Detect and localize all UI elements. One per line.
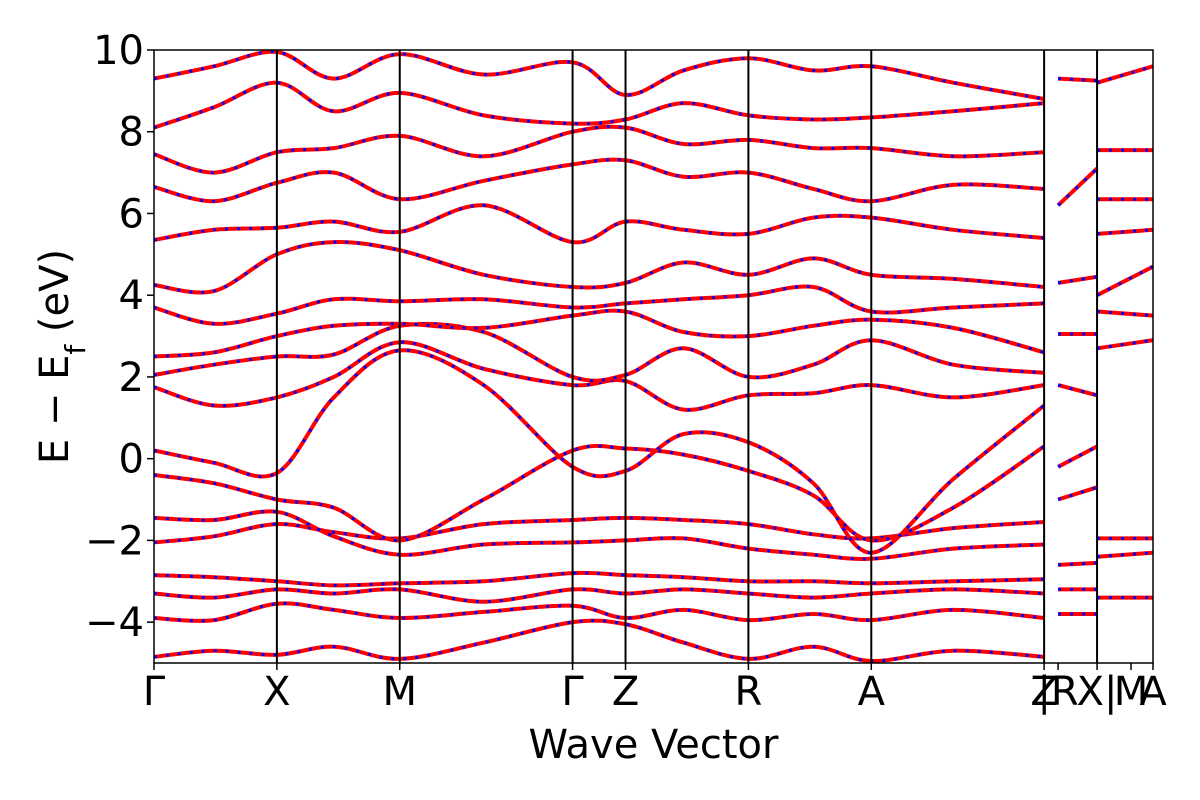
x-axis-ticks: Γ X M Γ Z R A Z|RX|MA: [143, 663, 1167, 715]
kpoint-vlines: [275, 50, 1099, 663]
band-line-27: [1057, 76, 1098, 83]
band-line-overlay-16: [154, 81, 1045, 130]
x-axis-label: Wave Vector: [529, 722, 780, 768]
x-tick-label: M: [1114, 669, 1149, 715]
y-axis-label-sub: f: [59, 344, 92, 355]
y-tick-label: −2: [85, 518, 144, 564]
band-line-32: [1096, 309, 1153, 318]
y-tick-label: 2: [119, 355, 144, 401]
y-tick-label: 0: [119, 437, 144, 483]
y-tick-label: 4: [119, 273, 144, 319]
band-line-21: [1057, 485, 1098, 502]
y-axis-label-main: E − E: [32, 355, 78, 465]
plot-frame: [153, 49, 1154, 664]
y-tick-label: 8: [119, 110, 144, 156]
band-line-overlay-26: [1057, 167, 1099, 207]
x-tick-label: X|: [1077, 669, 1118, 715]
x-tick-label: |R: [1037, 669, 1078, 715]
band-line-29: [1096, 550, 1153, 559]
y-tick-label: −4: [85, 600, 144, 646]
band-line-overlay-13: [154, 203, 1045, 244]
x-tick-label: Z: [1030, 669, 1057, 715]
band-line-overlay-22: [1057, 445, 1098, 469]
x-tick-label: Γ: [143, 669, 166, 715]
x-tick-label: M: [382, 669, 417, 715]
band-line-overlay-37: [1096, 64, 1153, 85]
bands-layer: [154, 50, 1153, 663]
band-line-1: [154, 601, 1045, 623]
band-line-11: [154, 284, 1045, 326]
y-tick-label: 6: [119, 191, 144, 237]
band-line-overlay-15: [154, 125, 1045, 175]
band-line-overlay-12: [154, 240, 1045, 294]
band-line-overlay-5: [154, 509, 1045, 561]
band-line-34: [1096, 227, 1153, 236]
x-tick-label: A: [858, 669, 886, 715]
band-line-17: [154, 50, 1045, 101]
x-tick-label: Z: [612, 669, 639, 715]
y-tick-label: 10: [93, 28, 144, 74]
band-line-33: [1096, 264, 1153, 297]
x-tick-label: A: [1139, 669, 1167, 715]
x-tick-label: R: [735, 669, 763, 715]
band-line-16: [154, 80, 1045, 130]
band-line-20: [1057, 560, 1098, 567]
band-line-14: [154, 157, 1045, 204]
band-line-overlay-3: [154, 571, 1045, 587]
band-line-15: [154, 124, 1045, 175]
y-axis-ticks: −4 −2 0 2 4 6 8 10: [85, 28, 154, 646]
band-line-overlay-7: [154, 348, 1046, 555]
y-axis-label-unit: (eV): [32, 249, 78, 345]
band-line-2: [154, 587, 1045, 604]
band-line-31: [1096, 338, 1153, 351]
y-axis-label: E − Ef (eV): [32, 249, 92, 464]
x-tick-label: Γ: [561, 669, 584, 715]
band-line-25: [1057, 274, 1098, 285]
band-line-23: [1057, 383, 1098, 398]
x-tick-label: X: [263, 669, 290, 715]
